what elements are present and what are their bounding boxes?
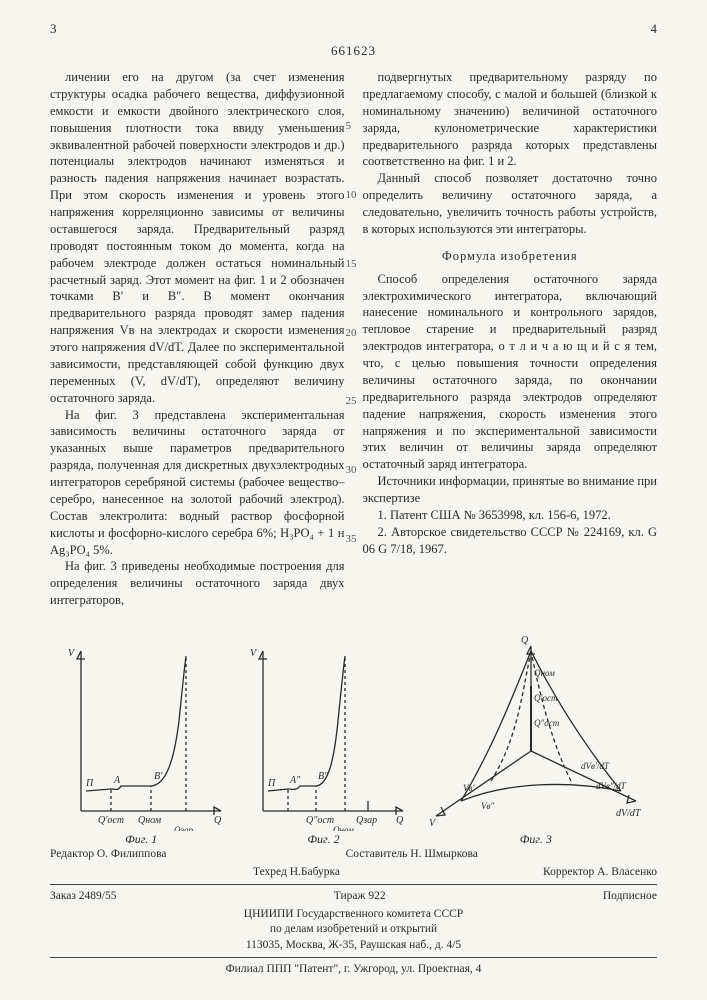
right-column: подвергнутых предварительному разряду по…: [363, 69, 658, 609]
figures-row: V Q П А В′ Q′ост Qном Qзар Фиг. 1: [50, 627, 657, 847]
svg-text:Vв′: Vв′: [463, 783, 475, 793]
techred: Техред Н.Бабурка: [253, 865, 340, 881]
svg-text:Vв″: Vв″: [481, 801, 494, 811]
svg-text:П: П: [267, 778, 276, 789]
svg-text:А″: А″: [289, 775, 301, 786]
corrector: Корректор А. Власенко: [543, 865, 657, 881]
svg-text:В′: В′: [154, 771, 163, 782]
page-left: 3: [50, 20, 57, 38]
src-2: 2. Авторское свидетельство СССР № 224169…: [363, 524, 658, 558]
svg-text:V: V: [68, 648, 76, 659]
svg-text:П: П: [85, 778, 94, 789]
para-l2: На фиг. 3 представлена экспериментальная…: [50, 407, 345, 559]
svg-text:Q″ост: Q″ост: [534, 718, 560, 728]
figure-2: V Q П А″ В″ Q″ост Qном Qзар Фиг. 2: [238, 641, 408, 847]
figure-1: V Q П А В′ Q′ост Qном Qзар Фиг. 1: [56, 641, 226, 847]
patent-page: 3 4 661623 5 10 15 20 25 30 35 личении е…: [0, 0, 707, 1000]
order-no: Заказ 2489/55: [50, 889, 117, 905]
para-r1: подвергнутых предварительному разряду по…: [363, 69, 658, 170]
address-2: Филиал ППП "Патент", г. Ужгород, ул. Про…: [50, 962, 657, 978]
svg-text:Q: Q: [214, 815, 222, 826]
svg-text:Qзар: Qзар: [356, 815, 377, 826]
figure-3: Q V dV/dT Qном Q′ост Q″ост Vв′ Vв″ dVв′/…: [421, 631, 651, 847]
subscription: Подписное: [603, 889, 657, 905]
svg-text:А: А: [113, 775, 121, 786]
svg-text:dVв′/dT: dVв′/dT: [581, 761, 610, 771]
svg-text:Q′ост: Q′ост: [98, 815, 124, 826]
editor: Редактор О. Филиппова: [50, 847, 166, 863]
fig1-svg: V Q П А В′ Q′ост Qном Qзар: [56, 641, 226, 831]
line-numbers: 5 10 15 20 25 30 35: [346, 69, 357, 547]
page-right: 4: [651, 20, 658, 38]
divider-2: [50, 957, 657, 958]
para-r2: Данный способ позволяет достаточно точно…: [363, 170, 658, 238]
formula-title: Формула изобретения: [363, 248, 658, 265]
para-l1: личении его на другом (за счет изменения…: [50, 69, 345, 407]
address-1: 113035, Москва, Ж-35, Раушская наб., д. …: [50, 938, 657, 954]
svg-text:V: V: [250, 648, 258, 659]
tirazh: Тираж 922: [334, 889, 386, 905]
org-line-1: ЦНИИПИ Государственного комитета СССР: [50, 907, 657, 923]
divider: [50, 884, 657, 885]
page-numbers: 3 4: [50, 20, 657, 38]
para-r4: Источники информации, принятые во вниман…: [363, 473, 658, 507]
svg-text:Q: Q: [521, 635, 529, 646]
svg-text:Q″ост: Q″ост: [306, 815, 334, 826]
svg-text:V: V: [429, 818, 437, 829]
svg-text:Qном: Qном: [534, 668, 555, 678]
svg-text:dVв″/dT: dVв″/dT: [596, 781, 627, 791]
svg-text:Qзар: Qзар: [174, 825, 194, 831]
src-1: 1. Патент США № 3653998, кл. 156-6, 1972…: [363, 507, 658, 524]
doc-number: 661623: [50, 42, 657, 60]
org-line-2: по делам изобретений и открытий: [50, 922, 657, 938]
svg-text:Qном: Qном: [138, 815, 162, 826]
para-r3: Способ определения остаточного заряда эл…: [363, 271, 658, 474]
compiler: Составитель Н. Шмыркова: [346, 847, 478, 863]
fig3-svg: Q V dV/dT Qном Q′ост Q″ост Vв′ Vв″ dVв′/…: [421, 631, 651, 831]
svg-text:Q: Q: [396, 815, 404, 826]
svg-text:dV/dT: dV/dT: [616, 808, 642, 819]
colophon: Редактор О. Филиппова Составитель Н. Шмы…: [50, 845, 657, 978]
left-column: 5 10 15 20 25 30 35 личении его на друго…: [50, 69, 345, 609]
para-l3: На фиг. 3 приведены необходимые построен…: [50, 558, 345, 609]
fig2-svg: V Q П А″ В″ Q″ост Qном Qзар: [238, 641, 408, 831]
svg-text:Q′ост: Q′ост: [534, 693, 558, 703]
svg-text:В″: В″: [318, 771, 329, 782]
text-columns: 5 10 15 20 25 30 35 личении его на друго…: [50, 69, 657, 609]
